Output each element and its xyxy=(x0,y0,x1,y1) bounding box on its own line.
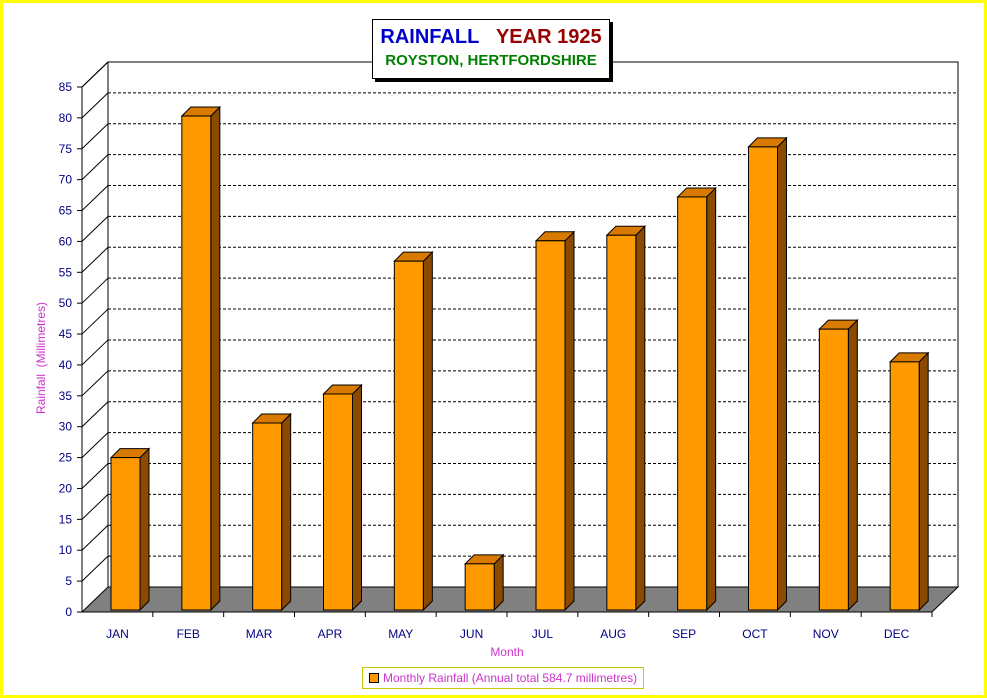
y-tick-label: 85 xyxy=(59,80,73,94)
bar-side xyxy=(139,447,150,612)
bar xyxy=(322,383,363,612)
depth-gridline xyxy=(81,524,109,551)
bar-side xyxy=(210,105,221,612)
depth-gridline xyxy=(81,308,109,335)
y-tick-label: 25 xyxy=(59,451,73,465)
x-tick-label: MAR xyxy=(246,627,273,641)
chart-legend: Monthly Rainfall (Annual total 584.7 mil… xyxy=(362,667,645,689)
bar-front xyxy=(323,393,353,611)
x-tick-label: FEB xyxy=(177,627,200,641)
y-tick-label: 35 xyxy=(59,389,73,403)
x-tick-label: AUG xyxy=(600,627,626,641)
y-tick-label: 60 xyxy=(59,234,73,248)
x-tick-label: JUN xyxy=(460,627,483,641)
depth-gridline xyxy=(81,370,109,397)
legend-label: Monthly Rainfall (Annual total 584.7 mil… xyxy=(383,671,638,685)
back-wall xyxy=(107,61,959,588)
depth-gridline xyxy=(81,246,109,273)
depth-gridline xyxy=(81,432,109,458)
bar-side xyxy=(635,225,646,612)
depth-gridline xyxy=(81,401,109,428)
y-tick-label: 45 xyxy=(59,327,73,341)
y-tick-label: 5 xyxy=(65,574,72,588)
bar xyxy=(888,351,930,612)
bar-side xyxy=(281,412,292,612)
x-axis-label: Month xyxy=(490,645,523,659)
depth-gridline xyxy=(81,493,109,520)
depth-gridline xyxy=(81,185,109,211)
bar-front xyxy=(889,361,920,611)
y-tick-label: 50 xyxy=(59,296,73,310)
bar xyxy=(463,553,505,612)
bar-front xyxy=(393,260,424,611)
bar-front xyxy=(110,457,141,611)
y-tick-label: 75 xyxy=(59,142,73,156)
chart-subtitle: ROYSTON, HERTFORDSHIRE xyxy=(385,52,597,69)
depth-gridline xyxy=(81,277,109,304)
bar-front xyxy=(535,240,566,611)
bar xyxy=(818,318,859,612)
y-tick-label: 40 xyxy=(59,358,73,372)
bar-side xyxy=(706,186,717,612)
depth-gridline xyxy=(81,463,109,489)
bar-front xyxy=(818,328,849,611)
y-axis-top-edge xyxy=(81,61,109,88)
x-tick-label: APR xyxy=(318,627,343,641)
y-axis-label: Rainfall (Millimetres) xyxy=(34,302,48,414)
bar-side xyxy=(918,351,929,612)
bar-side xyxy=(352,383,362,612)
bar-front xyxy=(181,115,212,611)
bar xyxy=(676,186,717,612)
bar-front xyxy=(606,234,637,611)
depth-gridline xyxy=(81,154,109,181)
y-tick-label: 55 xyxy=(59,265,73,279)
depth-gridline xyxy=(81,339,109,366)
y-tick-label: 65 xyxy=(59,204,73,218)
y-tick-label: 0 xyxy=(65,605,72,619)
title-rainfall: RAINFALL xyxy=(380,26,480,48)
depth-gridline xyxy=(81,123,109,150)
title-year: YEAR 1925 xyxy=(495,26,602,48)
bar-front xyxy=(464,563,495,611)
bar-side xyxy=(777,136,787,612)
y-tick-label: 70 xyxy=(59,173,73,187)
y-tick-label: 15 xyxy=(59,512,73,526)
depth-gridline xyxy=(81,92,109,119)
x-tick-label: JAN xyxy=(106,627,129,641)
y-tick-label: 30 xyxy=(59,420,73,434)
bar-side xyxy=(422,250,433,612)
bar-side xyxy=(564,230,575,612)
bar-front xyxy=(748,146,778,611)
bar xyxy=(109,447,151,612)
depth-gridline xyxy=(81,555,109,582)
bar xyxy=(747,136,788,612)
bar xyxy=(251,412,292,612)
bar xyxy=(393,250,434,612)
bar-side xyxy=(847,318,858,612)
x-tick-label: NOV xyxy=(813,627,839,641)
y-tick-label: 20 xyxy=(59,481,73,495)
x-tick-label: DEC xyxy=(884,627,910,641)
chart-title-box: RAINFALL YEAR 1925 ROYSTON, HERTFORDSHIR… xyxy=(372,19,610,79)
bar-front xyxy=(252,422,283,611)
x-tick-label: SEP xyxy=(672,627,696,641)
chart-title: RAINFALL YEAR 1925 xyxy=(373,26,609,49)
legend-swatch xyxy=(369,673,379,683)
bar xyxy=(534,230,576,612)
x-tick-label: OCT xyxy=(742,627,768,641)
bar xyxy=(605,225,647,612)
bar-front xyxy=(677,196,708,611)
x-tick-label: JUL xyxy=(532,627,554,641)
x-tick-label: MAY xyxy=(388,627,413,641)
bar xyxy=(180,105,222,612)
y-tick-label: 10 xyxy=(59,543,73,557)
y-tick-label: 80 xyxy=(59,111,73,125)
depth-gridline xyxy=(81,216,109,242)
